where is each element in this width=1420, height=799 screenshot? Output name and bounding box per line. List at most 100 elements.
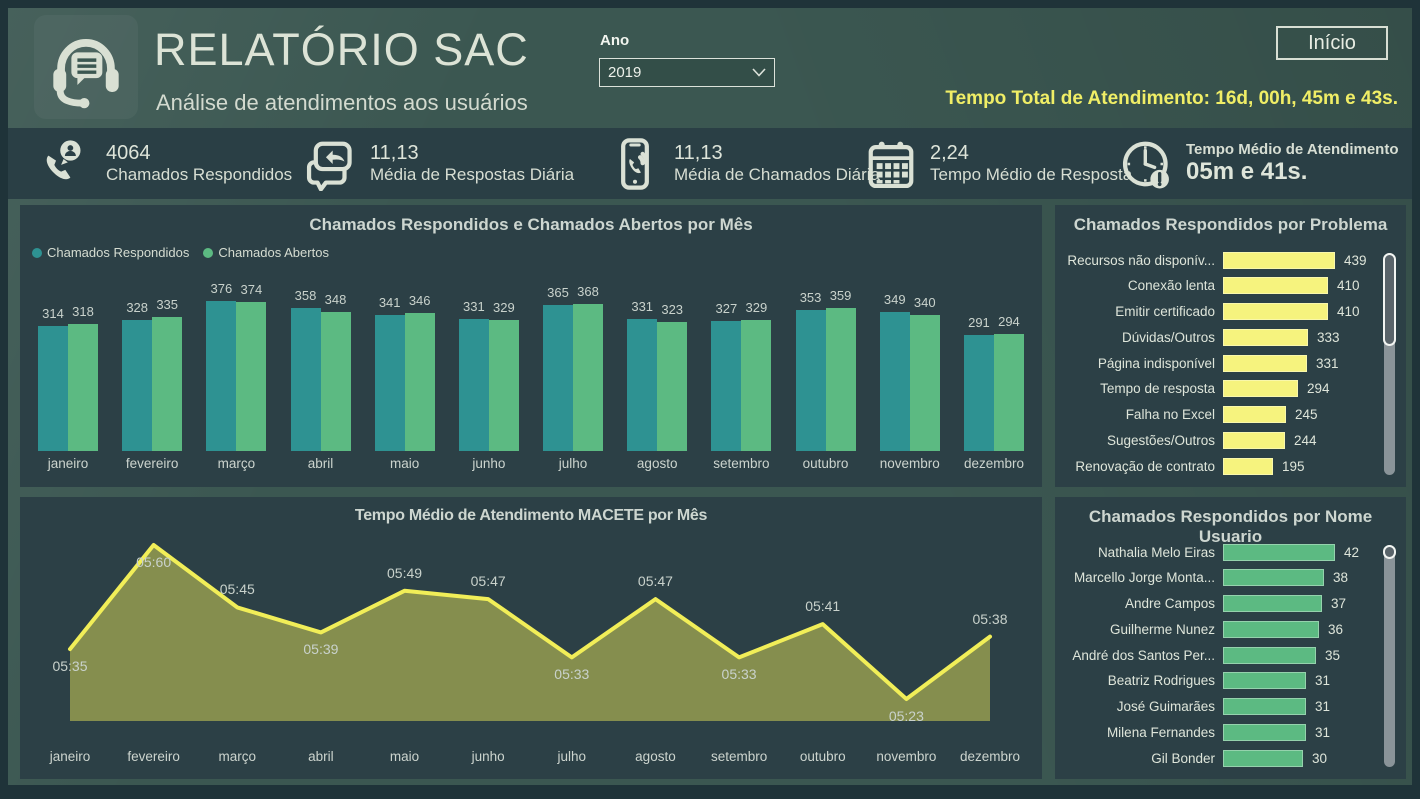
hbar[interactable]	[1223, 723, 1306, 741]
point-label: 05:33	[721, 666, 757, 683]
scrollbar[interactable]	[1383, 253, 1396, 475]
point-label: 05:38	[972, 610, 1008, 627]
column-value-label: 331	[631, 299, 654, 314]
chart-title: Chamados Respondidos e Chamados Abertos …	[309, 215, 753, 234]
column-bar[interactable]	[122, 320, 153, 451]
calendar-icon	[868, 141, 914, 188]
column-bar[interactable]	[488, 320, 519, 451]
value-label: 410	[1337, 278, 1360, 294]
column-bar[interactable]	[909, 315, 940, 451]
column-value-label: 359	[829, 288, 852, 303]
kpi-strip: 4064 Chamados Respondidos 11,13 Média de…	[8, 128, 1412, 199]
column-bar[interactable]	[236, 302, 267, 451]
legend-item-respondidos[interactable]: Chamados Respondidos	[32, 245, 189, 260]
hbar[interactable]	[1223, 431, 1285, 449]
hbar[interactable]	[1223, 251, 1335, 269]
hbar[interactable]	[1223, 595, 1322, 612]
column-bar[interactable]	[879, 312, 910, 451]
kpi-tempo-atendimento: Tempo Médio de Atendimento 05m e 41s.	[1120, 128, 1399, 199]
kpi-label: Média de Respostas Diária	[370, 165, 575, 184]
category-label: Tempo de resposta	[1100, 381, 1215, 397]
kpi-media-respostas: 11,13 Média de Respostas Diária	[304, 128, 574, 199]
x-axis-label: julho	[557, 749, 587, 764]
hbar[interactable]	[1223, 303, 1328, 320]
scrollbar-thumb[interactable]	[1383, 253, 1396, 347]
hbar[interactable]	[1223, 354, 1307, 372]
hbar-row: Nathalia Melo Eiras 42	[1065, 543, 1368, 561]
x-axis-label: fevereiro	[125, 456, 179, 471]
point-label: 05:35	[52, 658, 88, 675]
hbar[interactable]	[1223, 569, 1324, 587]
column-bar[interactable]	[206, 301, 237, 451]
value-label: 31	[1315, 699, 1331, 714]
column-value-label: 365	[547, 285, 569, 300]
hbar[interactable]	[1223, 646, 1316, 664]
chart-legend: Chamados Respondidos Chamados Abertos	[32, 245, 329, 260]
point-label: 05:41	[805, 598, 841, 615]
column-bar[interactable]	[320, 312, 351, 451]
chart-title: Chamados Respondidos por Problema	[1073, 215, 1388, 234]
hbar[interactable]	[1223, 698, 1306, 715]
kpi-value: 05m e 41s.	[1186, 158, 1308, 185]
year-dropdown[interactable]: 2019	[599, 58, 775, 87]
column-value-label: 340	[913, 295, 936, 310]
column-bar[interactable]	[374, 315, 405, 451]
area-line-svg[interactable]	[40, 531, 1020, 747]
column-bar[interactable]	[152, 317, 183, 451]
column-bar[interactable]	[657, 322, 688, 451]
x-axis-label: abril	[307, 456, 334, 471]
column-bar[interactable]	[627, 319, 658, 451]
column-bar[interactable]	[795, 310, 826, 451]
user-bars: Nathalia Melo Eiras 42 Marcello Jorge Mont…	[1065, 543, 1368, 767]
column-bar[interactable]	[573, 304, 604, 451]
column-value-label: 294	[998, 314, 1020, 329]
scrollbar-thumb[interactable]	[1383, 545, 1396, 559]
hbar[interactable]	[1223, 328, 1308, 346]
column-bar[interactable]	[741, 320, 772, 451]
category-label: Dúvidas/Outros	[1121, 329, 1215, 345]
header: RELATÓRIO SAC Análise de atendimentos ao…	[8, 8, 1412, 128]
hbar[interactable]	[1223, 457, 1273, 475]
problem-bars: Recursos não disponív... 439 Conexão lenta…	[1065, 251, 1368, 475]
column-bar[interactable]	[458, 319, 489, 451]
users-panel: Chamados Respondidos por Nome Usuario Na…	[1055, 497, 1406, 779]
column-bar[interactable]	[543, 305, 574, 451]
monthly-columns: 314 318 janeiro 328 335 fevereiro 376 374 março 3…	[38, 269, 1024, 477]
x-axis-label: fevereiro	[127, 749, 180, 764]
x-axis-label: abril	[308, 749, 334, 764]
hbar[interactable]	[1223, 380, 1298, 398]
category-label: Conexão lenta	[1127, 278, 1215, 294]
column-bar[interactable]	[963, 335, 994, 451]
column-group: 314 318 janeiro	[38, 269, 98, 477]
kpi-tempo-resposta: 2,24 Tempo Médio de Resposta	[864, 128, 1132, 199]
column-bar[interactable]	[825, 308, 856, 451]
kpi-label: Média de Chamados Diária	[674, 165, 880, 184]
value-label: 331	[1316, 355, 1339, 371]
column-bar[interactable]	[711, 321, 742, 451]
point-label: 05:45	[219, 581, 255, 598]
category-label: Recursos não disponív...	[1067, 252, 1215, 268]
value-label: 31	[1315, 724, 1331, 740]
scrollbar[interactable]	[1383, 545, 1396, 767]
column-bar[interactable]	[993, 334, 1024, 451]
kpi-label: Tempo Médio de Atendimento	[1186, 141, 1399, 158]
month-axis: janeiro fevereiro março abril maio junho julho…	[40, 749, 1020, 767]
column-group: 331 323 agosto	[627, 269, 688, 477]
home-button[interactable]: Início	[1276, 26, 1388, 60]
x-axis-label: setembro	[713, 456, 770, 471]
legend-item-abertos[interactable]: Chamados Abertos	[203, 245, 329, 260]
column-bar[interactable]	[38, 326, 68, 451]
column-bar[interactable]	[68, 324, 98, 451]
trend-line	[68, 543, 992, 701]
column-group: 349 340 novembro	[880, 269, 940, 477]
hbar[interactable]	[1223, 749, 1303, 767]
hbar[interactable]	[1223, 543, 1335, 561]
hbar[interactable]	[1223, 277, 1328, 295]
hbar[interactable]	[1223, 406, 1286, 423]
category-label: José Guimarães	[1116, 699, 1215, 714]
column-bar[interactable]	[290, 308, 321, 451]
column-value-label: 327	[715, 301, 738, 316]
hbar[interactable]	[1223, 620, 1319, 638]
column-bar[interactable]	[404, 313, 435, 451]
hbar[interactable]	[1223, 672, 1306, 690]
